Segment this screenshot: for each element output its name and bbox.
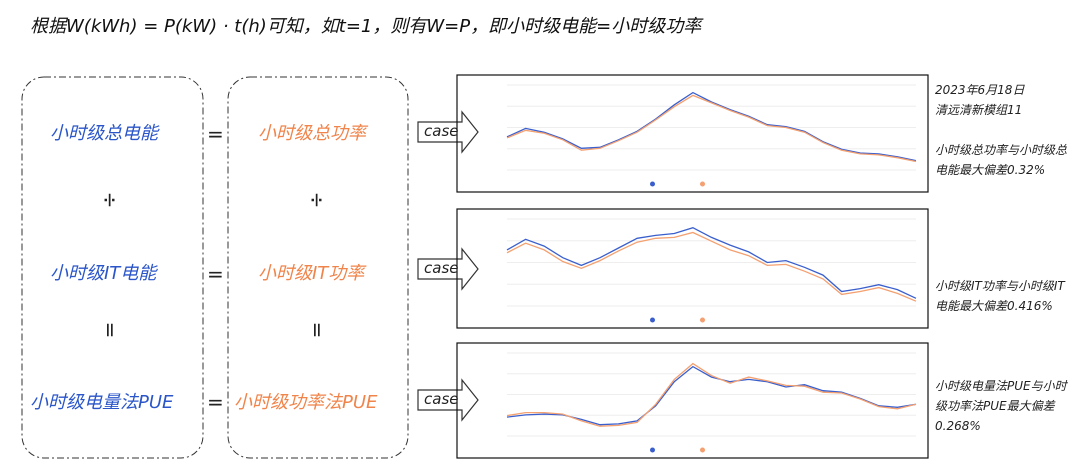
left-label: 小时级总电能 [50, 123, 158, 144]
chart-frames [456, 74, 929, 459]
equals: = [207, 262, 224, 286]
case-label: case [424, 122, 459, 140]
legend-swatch [650, 317, 655, 323]
note: 小时级电量法PUE与小时级功率法PUE最大偏差0.268% [935, 379, 1067, 433]
series-line [506, 94, 917, 163]
left-box [21, 76, 204, 459]
right-label: 小时级总功率 [258, 123, 366, 144]
chart [506, 218, 917, 323]
site: 清远清新模组11 [935, 103, 1023, 117]
legend-swatch [700, 447, 705, 453]
right-label: 小时级IT功率 [258, 263, 365, 284]
chart [506, 352, 917, 453]
divide: ÷ [305, 191, 330, 209]
series-line [506, 91, 917, 162]
equals: = [98, 321, 123, 339]
legend-swatch [650, 447, 655, 453]
case-label: case [424, 390, 459, 408]
title: 根据W(kWh) = P(kW) · t(h)可知，如t=1，则有W=P，即小时… [30, 16, 702, 37]
legend-swatch [700, 181, 705, 187]
case-label: case [424, 259, 459, 277]
series-line [506, 226, 917, 299]
case-arrows [417, 110, 479, 422]
left-label: 小时级IT电能 [50, 263, 157, 284]
chart [506, 84, 917, 187]
series-line [506, 362, 917, 427]
left-label: 小时级电量法PUE [30, 392, 174, 413]
equals: = [207, 122, 224, 146]
note: 小时级IT功率与小时级IT电能最大偏差0.416% [935, 279, 1065, 313]
equals: = [207, 390, 224, 414]
series-line [506, 231, 917, 302]
divide: ÷ [98, 191, 123, 209]
date: 2023年6月18日 [935, 83, 1025, 97]
right-box [227, 76, 409, 459]
note: 小时级总功率与小时级总电能最大偏差0.32% [935, 143, 1068, 177]
legend-swatch [650, 181, 655, 187]
legend-swatch [700, 317, 705, 323]
equals: = [305, 321, 330, 339]
series-line [506, 365, 917, 426]
right-label: 小时级功率法PUE [234, 392, 378, 413]
